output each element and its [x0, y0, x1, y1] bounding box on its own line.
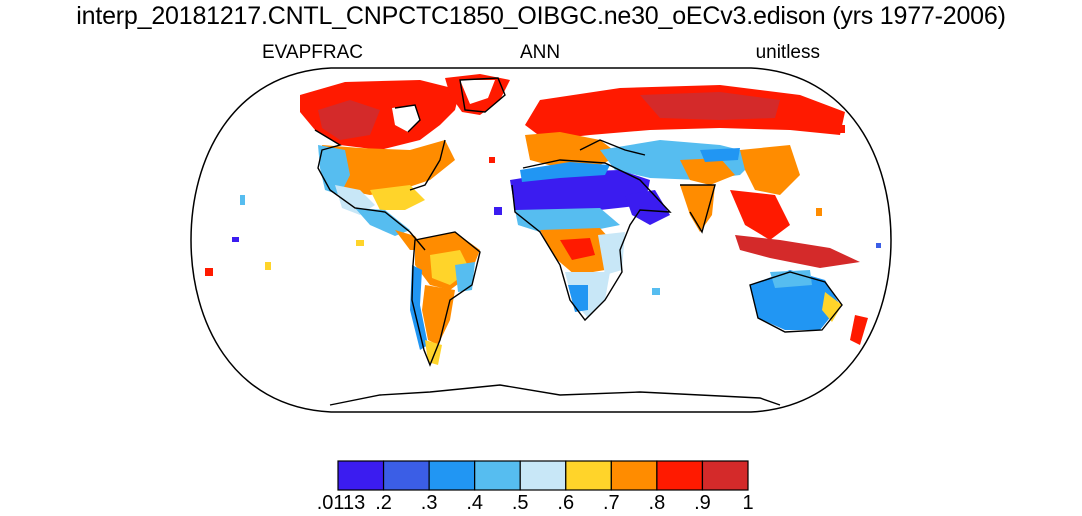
region-china-east: [740, 145, 800, 195]
region-north-africa-coast: [520, 162, 610, 182]
region-east-africa: [598, 232, 625, 275]
island-pixel: [356, 240, 364, 246]
island-pixel: [240, 195, 245, 205]
colorbar-swatch: [656, 460, 704, 491]
colorbar-swatch: [382, 460, 430, 491]
region-south-america-south: [422, 285, 455, 345]
colorbar-swatch: [701, 460, 749, 491]
island-pixel: [835, 125, 845, 133]
region-north-america-mid: [322, 140, 455, 195]
region-india: [680, 185, 715, 232]
region-congo: [560, 238, 595, 260]
region-andes: [410, 265, 428, 350]
map-field: [205, 74, 881, 365]
colorbar-swatch: [474, 460, 521, 491]
island-pixel: [652, 288, 660, 295]
region-hudson: [392, 105, 420, 132]
region-australia-east: [822, 292, 842, 322]
colorbar-swatch: [565, 460, 612, 491]
colorbar-tick-label: .6: [557, 492, 575, 514]
region-north-america-north-dark: [318, 100, 380, 140]
colorbar-tick-label: .4: [466, 492, 483, 514]
region-siberia-dark: [640, 92, 780, 120]
colorbar-swatch: [337, 460, 385, 491]
colorbar-tick-label: .5: [511, 492, 529, 514]
region-us-southeast: [370, 185, 425, 210]
region-kalahari: [568, 285, 588, 312]
island-pixel: [232, 237, 239, 242]
region-mexico: [355, 208, 410, 236]
region-southeast-asia: [730, 190, 790, 240]
plot-title: interp_20181217.CNTL_CNPCTC1850_OIBGC.ne…: [76, 2, 1006, 30]
region-indonesia: [735, 235, 860, 268]
region-tibet: [680, 158, 735, 185]
coastlines: [314, 77, 843, 406]
colorbar-tick-label: .9: [694, 492, 711, 514]
region-australia: [750, 270, 840, 330]
colorbar-tick-label: .2: [375, 492, 392, 514]
units-label: unitless: [755, 42, 820, 63]
region-greenland-ice: [460, 80, 495, 104]
island-pixel: [205, 268, 213, 276]
region-europe: [525, 132, 620, 168]
colorbar-swatch: [610, 460, 658, 491]
island-pixel: [494, 207, 502, 215]
globe-outline: [190, 67, 892, 413]
region-sahel: [515, 208, 620, 232]
island-pixel: [876, 243, 881, 248]
region-brazil-east: [455, 262, 475, 292]
colorbar-tick-label: .0113: [316, 492, 366, 514]
colorbar-swatch: [519, 460, 567, 491]
colorbar-swatch: [428, 460, 476, 491]
colorbar-tick-label: 1: [742, 492, 754, 514]
island-pixel: [816, 208, 822, 216]
region-sahara: [510, 170, 650, 215]
colorbar-tick-label: .3: [420, 492, 438, 514]
region-new-zealand: [850, 315, 868, 345]
season-label: ANN: [519, 42, 561, 63]
island-pixel: [265, 262, 271, 270]
island-pixel: [489, 157, 495, 163]
variable-label: EVAPFRAC: [262, 42, 364, 63]
colorbar-tick-label: .7: [602, 492, 620, 514]
colorbar-tick-label: .8: [648, 492, 666, 514]
region-us-southwest: [335, 185, 375, 215]
region-gobi: [700, 148, 740, 162]
